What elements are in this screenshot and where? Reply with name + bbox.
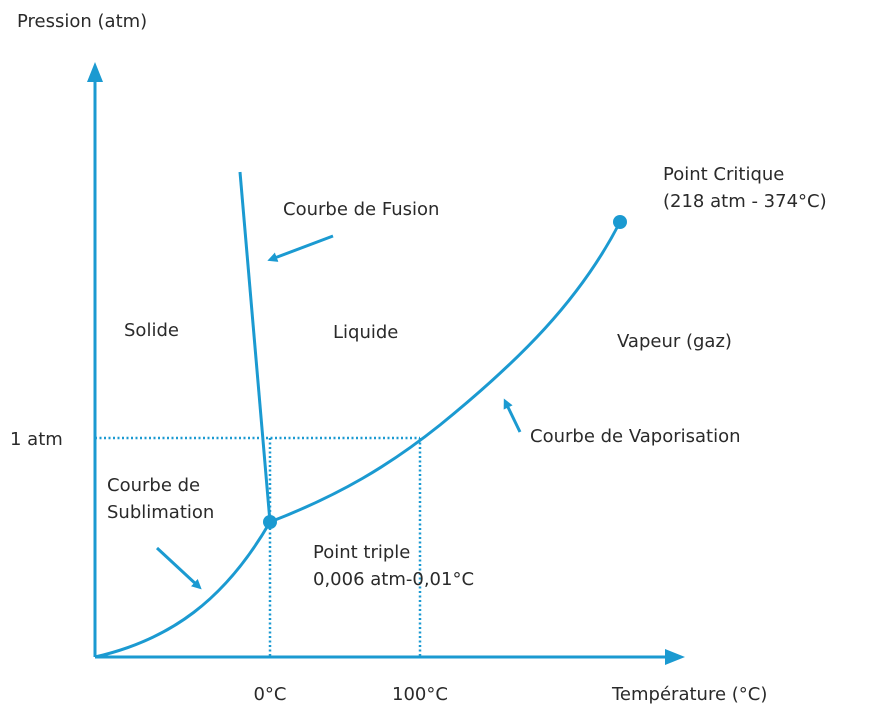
y-tick-label: 1 atm <box>10 429 63 450</box>
vaporisation-curve <box>269 221 622 524</box>
point-label: Point triple <box>313 542 410 563</box>
sublimation-curve <box>94 521 272 659</box>
sublimation-pointer <box>155 546 202 590</box>
x-axis-arrow <box>665 649 685 665</box>
x-axis-label: Température (°C) <box>611 684 767 705</box>
curve-label: Sublimation <box>107 502 214 523</box>
curve-label: Courbe de Fusion <box>283 199 439 220</box>
fusion-pointer <box>267 234 334 262</box>
x-tick-label: 100°C <box>392 684 448 705</box>
region-label: Liquide <box>333 322 398 343</box>
triple-point <box>263 515 277 529</box>
y-axis-label: Pression (atm) <box>17 11 147 32</box>
fusion-curve <box>238 171 272 523</box>
point-label: Point Critique <box>663 164 784 185</box>
region-label: Solide <box>124 320 179 341</box>
y-axis-arrow <box>87 62 103 82</box>
vaporisation-pointer <box>503 398 522 433</box>
region-label: Vapeur (gaz) <box>617 331 732 352</box>
point-label: 0,006 atm-0,01°C <box>313 569 474 590</box>
x-tick-label: 0°C <box>253 684 286 705</box>
curve-label: Courbe de Vaporisation <box>530 426 741 447</box>
point-label: (218 atm - 374°C) <box>663 191 827 212</box>
critical-point <box>613 215 627 229</box>
curve-label: Courbe de <box>107 475 200 496</box>
